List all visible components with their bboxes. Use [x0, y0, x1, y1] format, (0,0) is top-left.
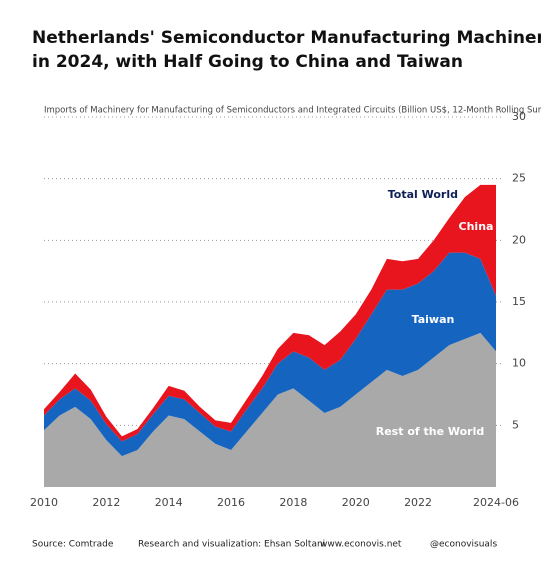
y-tick-label: 10	[512, 357, 526, 370]
series-label: Taiwan	[412, 313, 455, 326]
x-tick-label: 2022	[404, 496, 432, 509]
chart-subtitle: Imports of Machinery for Manufacturing o…	[44, 106, 541, 116]
y-tick-label: 20	[512, 233, 526, 246]
series-label: China	[459, 220, 494, 233]
y-tick-label: 15	[512, 295, 526, 308]
x-tick-label: 2014	[155, 496, 183, 509]
y-tick-label: 25	[512, 172, 526, 185]
area	[44, 252, 496, 457]
footer-site: www.econovis.net	[320, 540, 402, 550]
footer-source: Source: Comtrade	[32, 540, 114, 550]
x-tick-label: 2018	[279, 496, 307, 509]
series-label: Rest of the World	[376, 425, 485, 438]
chart-title: Netherlands' Semiconductor Manufacturing…	[32, 28, 541, 72]
footer-handle: @econovisuals	[430, 540, 497, 550]
x-tick-label: 2016	[217, 496, 245, 509]
y-tick-label: 5	[512, 418, 519, 431]
x-tick-label: 2020	[342, 496, 370, 509]
area	[44, 332, 496, 487]
x-tick-label: 2024-06	[473, 496, 519, 509]
x-tick-label: 2010	[30, 496, 58, 509]
footer-credit: Research and visualization: Ehsan Soltan…	[138, 540, 325, 550]
y-tick-label: 30	[512, 110, 526, 123]
x-tick-label: 2012	[92, 496, 120, 509]
annotation: Total World	[388, 188, 458, 201]
